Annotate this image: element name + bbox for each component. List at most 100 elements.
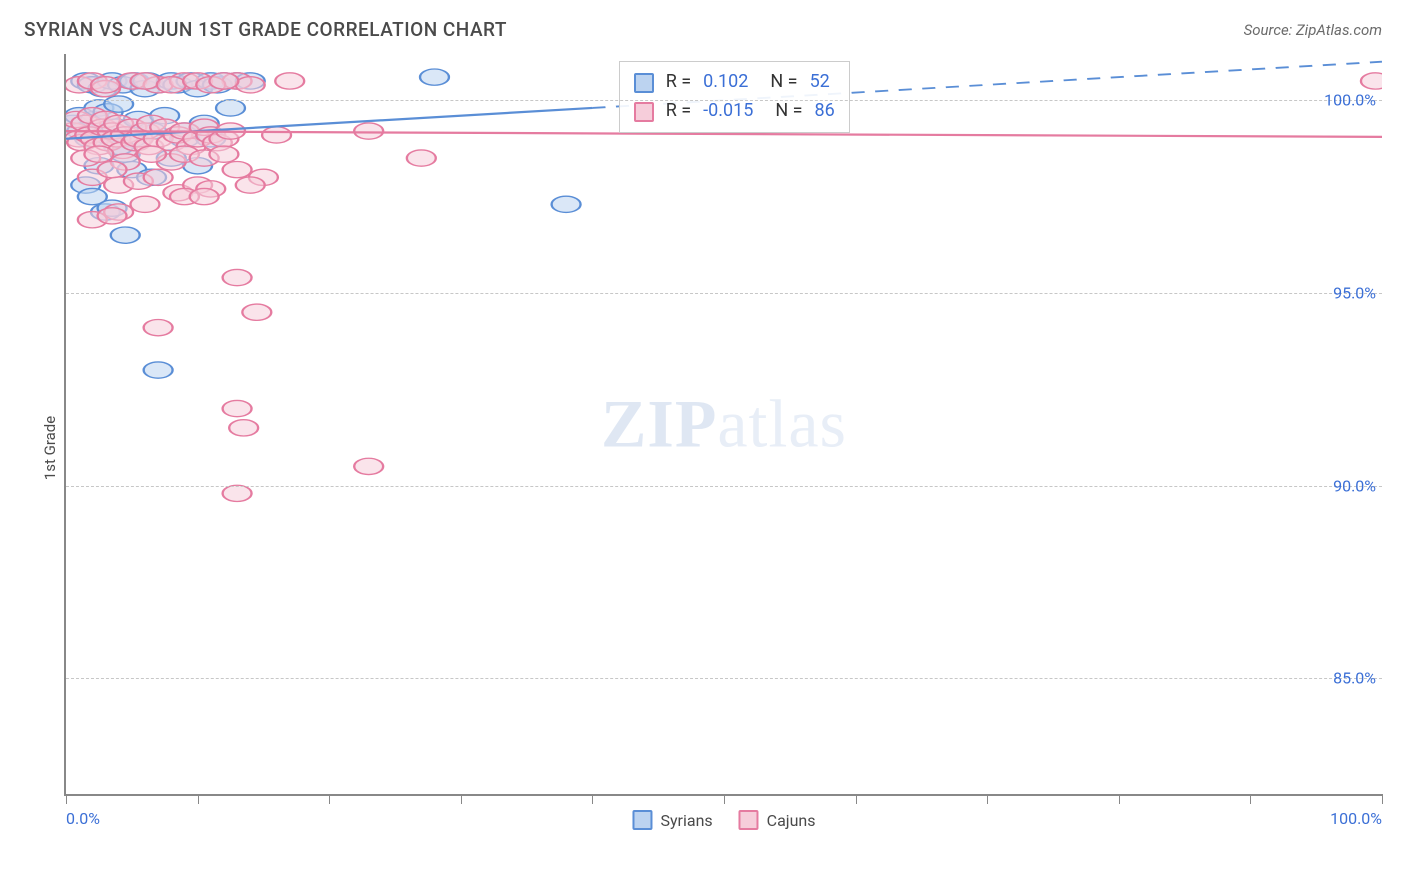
data-point [144, 320, 173, 336]
data-point [229, 420, 258, 436]
stats-n-label: N = [770, 68, 797, 97]
data-point [91, 77, 120, 93]
data-point [170, 73, 199, 89]
data-point [120, 73, 149, 89]
data-point [94, 135, 123, 151]
data-point [130, 196, 159, 212]
data-point [196, 77, 225, 93]
data-point [137, 123, 166, 139]
data-point [183, 131, 212, 147]
x-tick [987, 794, 988, 804]
y-axis-label: 1st Grade [41, 416, 59, 480]
data-point [420, 69, 449, 85]
data-point [190, 188, 219, 204]
data-point [190, 150, 219, 166]
data-point [183, 81, 212, 97]
data-point [88, 119, 117, 135]
data-point [183, 73, 212, 89]
data-point [121, 135, 150, 151]
data-point [108, 77, 137, 93]
data-point [78, 73, 107, 89]
data-point [249, 169, 278, 185]
data-point [209, 73, 238, 89]
data-point [133, 73, 162, 89]
data-point [80, 131, 109, 147]
data-point [66, 111, 91, 127]
data-point [137, 169, 166, 185]
data-point [144, 77, 173, 93]
data-point [91, 127, 120, 143]
data-point [242, 304, 271, 320]
data-point [98, 123, 127, 139]
data-point [223, 73, 252, 89]
x-tick [329, 794, 330, 804]
data-point [275, 73, 304, 89]
data-point [111, 127, 140, 143]
data-point [78, 169, 107, 185]
data-point [130, 73, 159, 89]
x-tick [724, 794, 725, 804]
data-point [150, 119, 179, 135]
data-point [177, 138, 206, 154]
stats-n-value: 86 [815, 97, 835, 126]
data-point [66, 131, 94, 147]
data-point [130, 81, 159, 97]
data-point [94, 104, 123, 120]
data-point [177, 73, 206, 89]
data-point [130, 123, 159, 139]
legend-item: Cajuns [739, 810, 816, 830]
data-point [75, 131, 104, 147]
chart-title: SYRIAN VS CAJUN 1ST GRADE CORRELATION CH… [24, 18, 507, 41]
data-point [190, 119, 219, 135]
stats-swatch [634, 102, 654, 122]
data-point [190, 115, 219, 131]
data-point [223, 269, 252, 285]
data-point [66, 108, 94, 124]
stats-n-value: 52 [810, 68, 830, 97]
data-point [196, 73, 225, 89]
y-tick-label: 100.0% [1324, 91, 1376, 110]
data-point [157, 77, 186, 93]
data-point [75, 127, 104, 143]
x-tick-label: 100.0% [1330, 809, 1382, 828]
stats-row: R =0.102N =52 [634, 68, 835, 97]
data-point [124, 111, 153, 127]
gridline [66, 486, 1382, 487]
data-point [91, 111, 120, 127]
gridline [66, 678, 1382, 679]
source-label: Source: ZipAtlas.com [1244, 21, 1382, 39]
data-point [170, 131, 199, 147]
data-point [196, 127, 225, 143]
data-point [98, 200, 127, 216]
data-point [137, 115, 166, 131]
data-point [104, 115, 133, 131]
x-tick [66, 794, 67, 804]
x-tick [1119, 794, 1120, 804]
data-point [124, 173, 153, 189]
data-point [170, 146, 199, 162]
data-point [111, 227, 140, 243]
data-point [157, 73, 186, 89]
data-point [111, 146, 140, 162]
data-point [67, 135, 96, 151]
data-point [78, 188, 107, 204]
data-point [67, 123, 96, 139]
y-tick-label: 90.0% [1333, 476, 1376, 495]
data-point [98, 73, 127, 89]
data-point [157, 150, 186, 166]
data-point [98, 161, 127, 177]
data-point [407, 150, 436, 166]
data-point [552, 196, 581, 212]
data-point [223, 400, 252, 416]
data-point [354, 123, 383, 139]
data-point [71, 73, 100, 89]
data-point [134, 138, 163, 154]
data-point [78, 77, 107, 93]
x-tick [1382, 794, 1383, 804]
data-point [1361, 73, 1382, 89]
data-point [144, 169, 173, 185]
legend-item: Syrians [632, 810, 712, 830]
gridline [66, 100, 1382, 101]
data-point [66, 77, 94, 93]
data-point [144, 77, 173, 93]
